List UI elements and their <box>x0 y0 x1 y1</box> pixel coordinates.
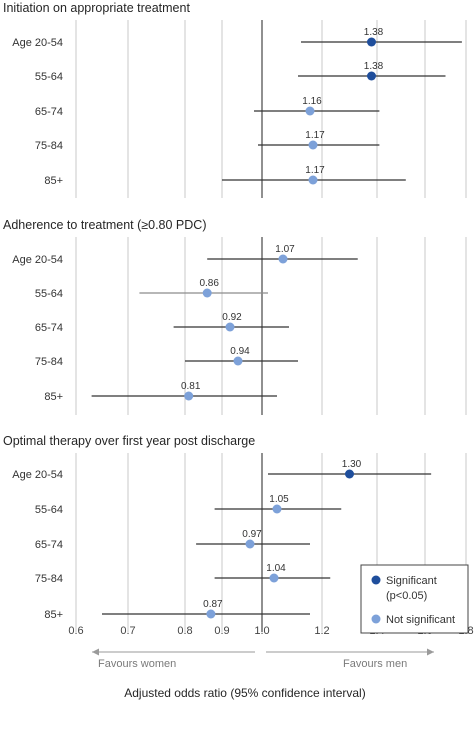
panel-3: Optimal therapy over first year post dis… <box>3 434 432 621</box>
or-value-label: 0.97 <box>242 529 262 540</box>
or-value-label: 1.16 <box>302 96 322 107</box>
or-point <box>367 37 376 47</box>
x-tick-label: 0.8 <box>177 625 192 637</box>
x-tick-label: 1.2 <box>314 625 329 637</box>
or-value-label: 1.30 <box>342 459 362 470</box>
or-value-label: 0.86 <box>199 278 219 289</box>
favours-men-label: Favours men <box>343 658 407 670</box>
x-tick-label: 0.7 <box>120 625 135 637</box>
x-tick-label: 0.6 <box>68 625 83 637</box>
gridlines <box>75 20 467 632</box>
or-point <box>272 504 282 514</box>
legend-significant-marker <box>371 575 381 585</box>
favours-women-label: Favours women <box>98 658 176 670</box>
or-point <box>308 140 318 150</box>
favours-arrows: Favours women Favours men <box>92 648 434 670</box>
or-point <box>233 356 243 366</box>
panel-title: Optimal therapy over first year post dis… <box>3 434 255 448</box>
row-label: 85+ <box>44 391 63 403</box>
legend-significant-sublabel: (p<0.05) <box>386 590 427 602</box>
row-label: 75-84 <box>35 573 63 585</box>
row-label: 85+ <box>44 175 63 187</box>
or-point <box>345 469 354 479</box>
or-point <box>245 539 255 549</box>
or-value-label: 1.38 <box>364 61 384 72</box>
legend-not-significant-label: Not significant <box>386 614 455 626</box>
or-point <box>206 609 216 619</box>
x-tick-label: 0.9 <box>214 625 229 637</box>
legend-not-significant-marker <box>371 614 381 624</box>
legend: Significant (p<0.05) Not significant <box>360 564 469 634</box>
or-point <box>308 175 318 185</box>
or-point <box>305 106 315 116</box>
row-label: 85+ <box>44 609 63 621</box>
or-value-label: 0.87 <box>203 599 223 610</box>
row-label: 55-64 <box>35 504 63 516</box>
or-point <box>269 573 279 583</box>
or-value-label: 1.05 <box>269 494 289 505</box>
or-value-label: 0.81 <box>181 381 201 392</box>
or-value-label: 0.94 <box>230 346 250 357</box>
or-value-label: 0.92 <box>222 312 242 323</box>
or-value-label: 1.17 <box>305 130 325 141</box>
or-value-label: 1.17 <box>305 165 325 176</box>
panels: Initiation on appropriate treatment Age 2… <box>3 1 462 621</box>
panel-1: Initiation on appropriate treatment Age 2… <box>3 1 462 187</box>
row-label: 65-74 <box>35 106 63 118</box>
or-point <box>202 288 212 298</box>
panel-2: Adherence to treatment (≥0.80 PDC) Age 20… <box>3 218 358 403</box>
row-label: 75-84 <box>35 140 63 152</box>
row-label: 75-84 <box>35 356 63 368</box>
or-point <box>367 71 376 81</box>
row-label: 55-64 <box>35 288 63 300</box>
or-value-label: 1.04 <box>266 563 286 574</box>
row-label: 55-64 <box>35 71 63 83</box>
or-point <box>225 322 235 332</box>
row-label: Age 20-54 <box>12 37 63 49</box>
or-point <box>184 391 194 401</box>
row-label: Age 20-54 <box>12 469 63 481</box>
or-value-label: 1.07 <box>275 244 295 255</box>
row-label: Age 20-54 <box>12 254 63 266</box>
panel-title: Initiation on appropriate treatment <box>3 1 190 15</box>
x-tick-label: 1.0 <box>254 625 269 637</box>
favours-women-arrowhead <box>92 648 99 656</box>
or-value-label: 1.38 <box>364 27 384 38</box>
row-label: 65-74 <box>35 322 63 334</box>
legend-significant-label: Significant <box>386 575 437 587</box>
x-axis-title: Adjusted odds ratio (95% confidence inte… <box>124 686 365 700</box>
or-point <box>278 254 288 264</box>
row-label: 65-74 <box>35 539 63 551</box>
panel-title: Adherence to treatment (≥0.80 PDC) <box>3 218 207 232</box>
favours-men-arrowhead <box>427 648 434 656</box>
